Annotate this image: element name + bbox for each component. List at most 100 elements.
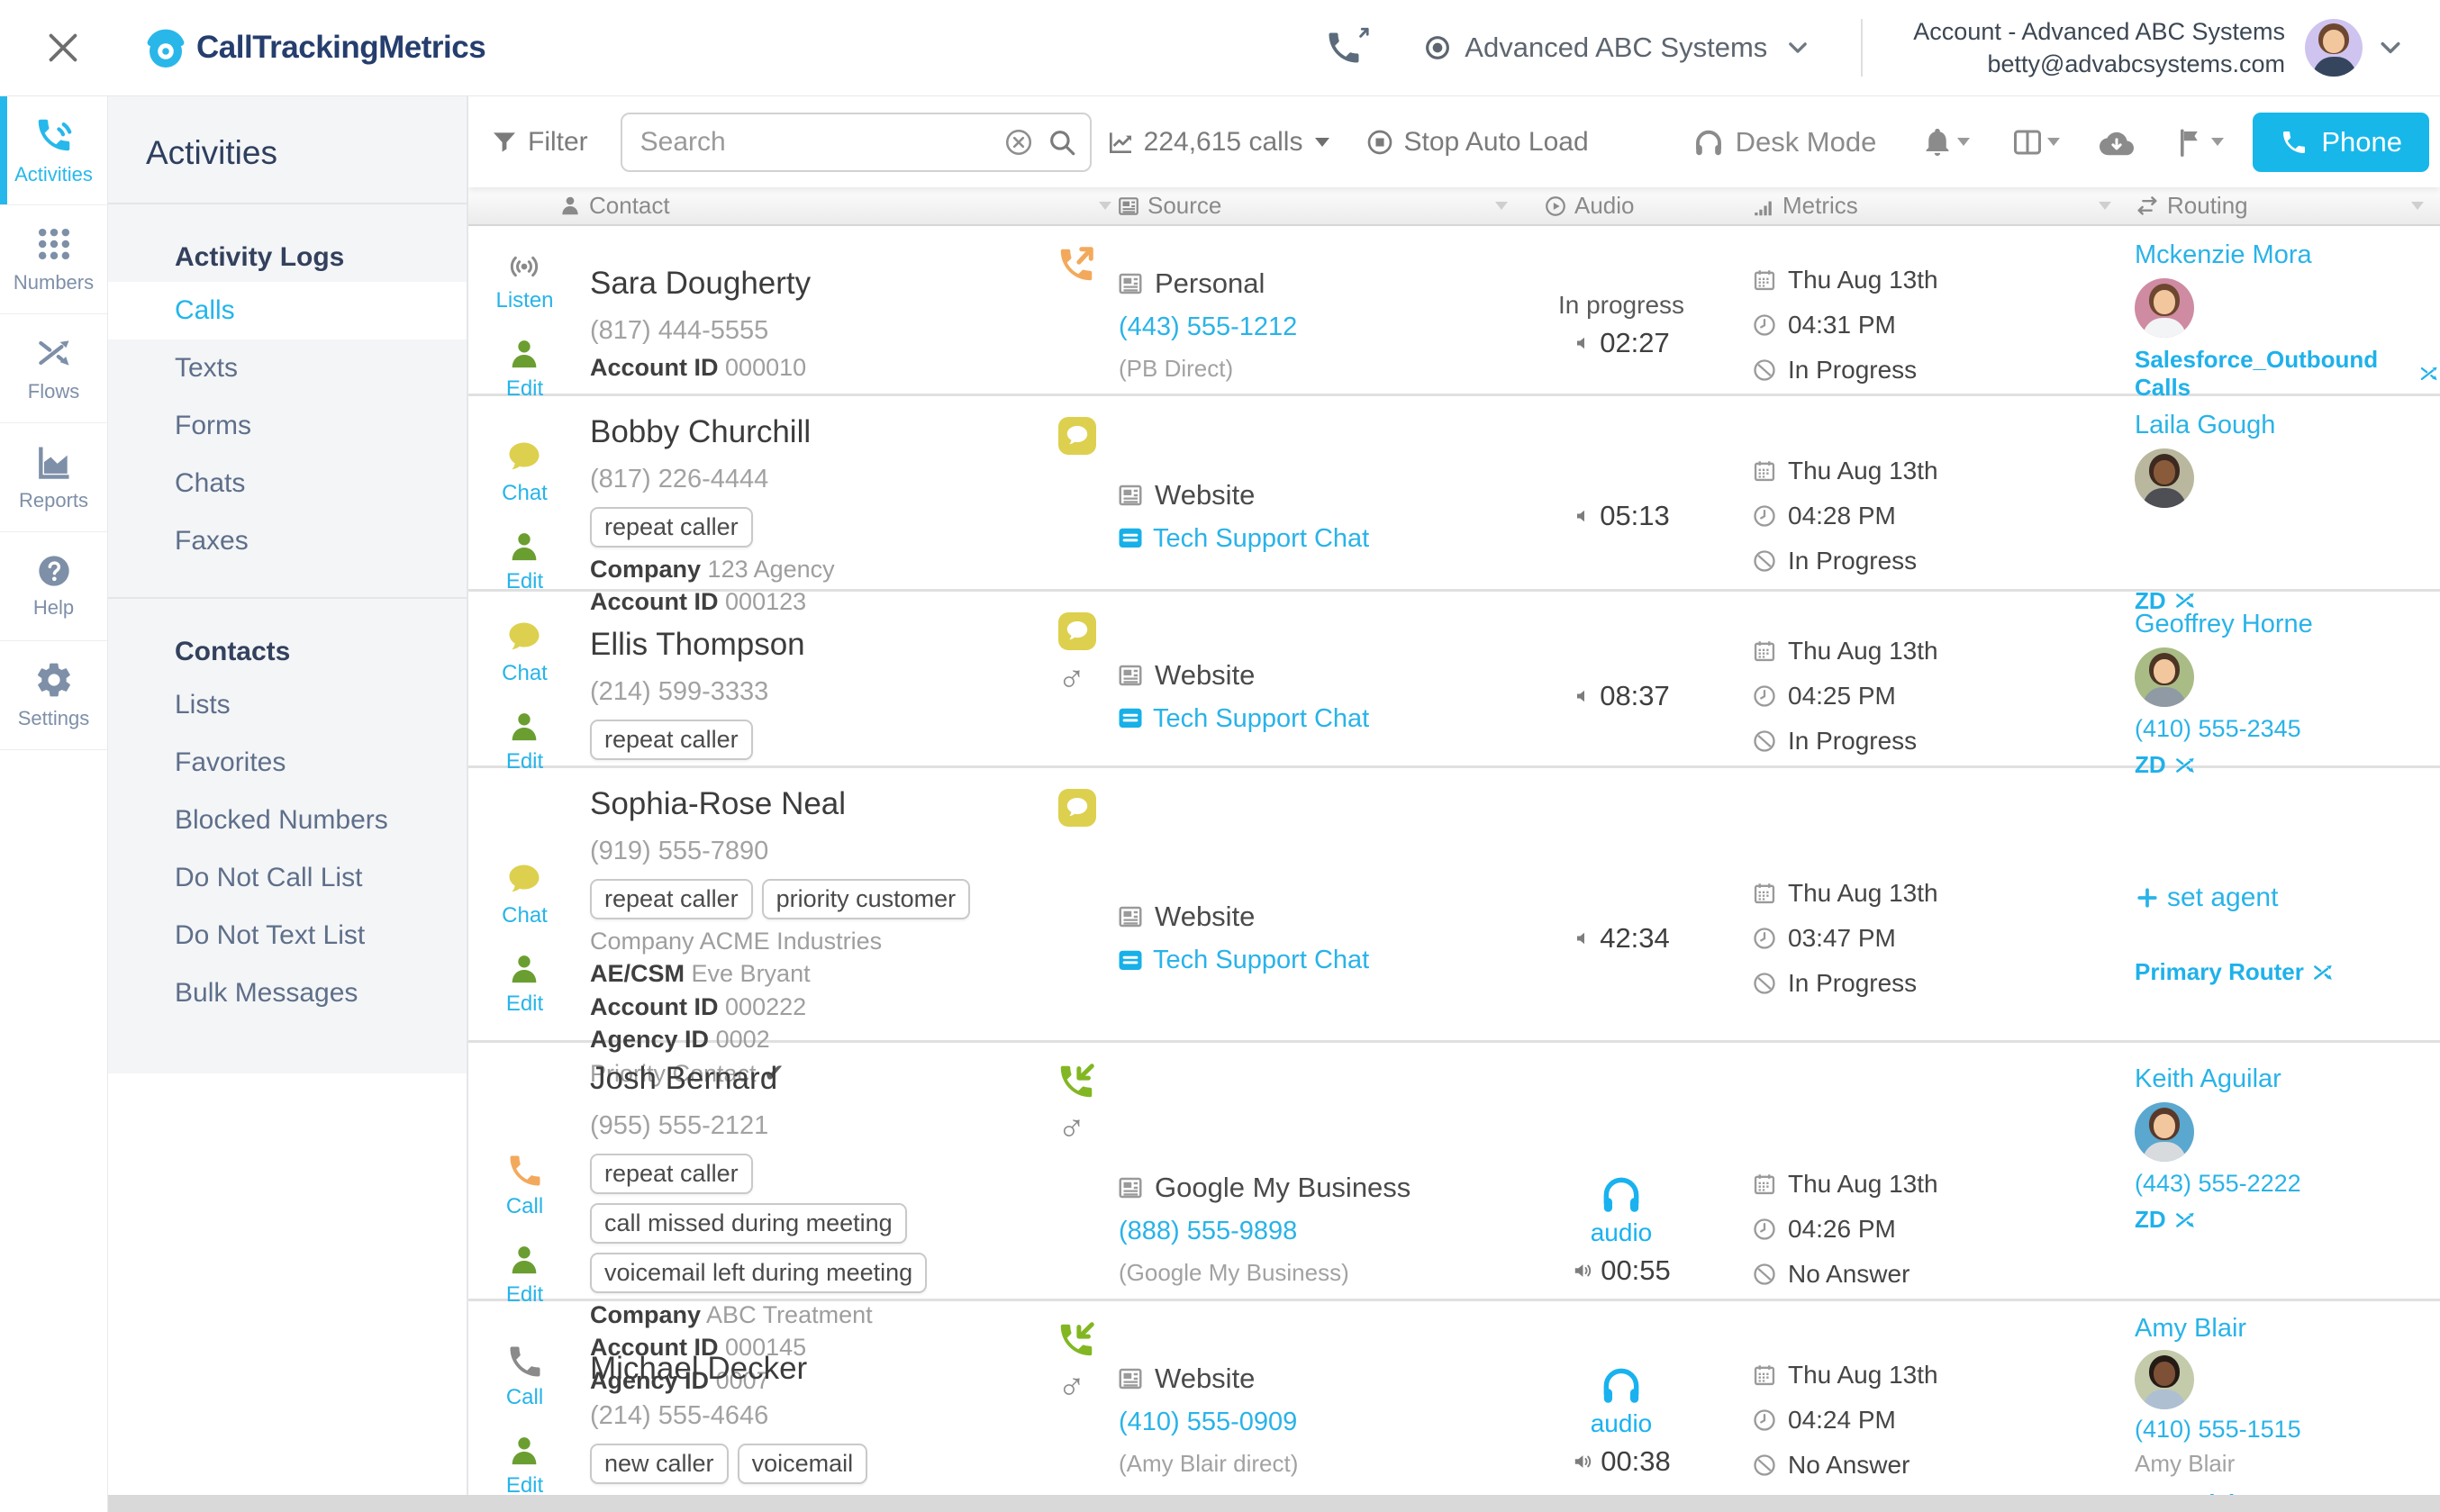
source-number-link[interactable]: (888) 555-9898 xyxy=(1119,1216,1298,1245)
export-button[interactable] xyxy=(2100,125,2134,159)
agent-phone-link[interactable]: (410) 555-2345 xyxy=(2135,715,2301,742)
column-header-routing[interactable]: Routing xyxy=(2117,187,2440,224)
chat-button[interactable]: Chat xyxy=(502,618,548,686)
sidebar-item-forms[interactable]: Forms xyxy=(175,411,251,440)
listen-button[interactable]: Listen xyxy=(495,249,554,313)
sidebar-item-chats[interactable]: Chats xyxy=(175,468,246,498)
agent-link[interactable]: Geoffrey Horne xyxy=(2135,610,2313,638)
contact-name[interactable]: Bobby Churchill xyxy=(590,414,812,449)
agent-phone-link[interactable]: (410) 555-1515 xyxy=(2135,1416,2301,1443)
clear-search-icon[interactable] xyxy=(1003,127,1034,158)
routing-plan-link[interactable]: ZD xyxy=(2135,587,2197,615)
filter-caret-icon[interactable] xyxy=(2099,202,2111,210)
column-header-source[interactable]: Source xyxy=(1117,187,1513,224)
source-number-link[interactable]: (443) 555-1212 xyxy=(1119,312,1298,341)
agent-phone-link[interactable]: (443) 555-2222 xyxy=(2135,1170,2301,1197)
search-icon[interactable] xyxy=(1047,127,1077,158)
sidebar-item-texts[interactable]: Texts xyxy=(175,353,239,383)
stop-auto-load-button[interactable]: Stop Auto Load xyxy=(1365,127,1589,158)
sidebar-item-do-not-text-list[interactable]: Do Not Text List xyxy=(175,920,366,950)
agent-avatar[interactable] xyxy=(2135,448,2194,508)
agent-link[interactable]: Laila Gough xyxy=(2135,411,2276,439)
agent-link[interactable]: Keith Aguilar xyxy=(2135,1064,2281,1093)
contact-name[interactable]: Michael Decker xyxy=(590,1351,808,1386)
audio-status: In progress xyxy=(1557,290,1685,319)
edit-contact-button[interactable]: Edit xyxy=(506,710,543,774)
desk-mode-button[interactable]: Desk Mode xyxy=(1692,126,1876,158)
sidebar-item-favorites[interactable]: Favorites xyxy=(175,747,286,777)
account-chevron-down-icon[interactable] xyxy=(2377,34,2404,61)
speaker-icon xyxy=(1573,928,1594,949)
chat-source-link[interactable]: Tech Support Chat xyxy=(1117,704,1504,734)
agent-avatar[interactable] xyxy=(2135,1350,2194,1409)
search-input[interactable] xyxy=(639,126,1003,158)
call-button[interactable]: Call xyxy=(505,1151,545,1219)
columns-button[interactable] xyxy=(2011,126,2061,158)
agent-avatar[interactable] xyxy=(2135,278,2194,338)
call-button[interactable]: Call xyxy=(505,1342,545,1410)
agent-link[interactable]: Amy Blair xyxy=(2135,1314,2247,1343)
edit-contact-button[interactable]: Edit xyxy=(506,1434,543,1495)
org-switcher[interactable]: Advanced ABC Systems xyxy=(1423,32,1810,64)
audio-player-link[interactable]: audio xyxy=(1591,1172,1652,1247)
contact-name[interactable]: Sophia-Rose Neal xyxy=(590,786,847,821)
shuffle-icon xyxy=(2173,1209,2197,1232)
routing-plan-link[interactable]: Amy Blair xyxy=(2135,1489,2274,1495)
chat-source-link[interactable]: Tech Support Chat xyxy=(1117,524,1504,554)
sidebar-item-calls[interactable]: Calls xyxy=(108,282,468,340)
edit-contact-button[interactable]: Edit xyxy=(506,1243,543,1308)
rail-item-numbers[interactable]: Numbers xyxy=(0,205,107,314)
rail-item-flows[interactable]: Flows xyxy=(0,314,107,423)
filter-caret-icon[interactable] xyxy=(1495,202,1508,210)
filter-button[interactable]: Filter xyxy=(490,127,588,158)
table-row: Listen Edit Sara Dougherty (817) 444-555… xyxy=(468,226,2440,401)
phone-button[interactable]: Phone xyxy=(2253,112,2429,172)
routing-plan-link[interactable]: ZD xyxy=(2135,751,2197,779)
agent-avatar[interactable] xyxy=(2135,647,2194,707)
edit-contact-button[interactable]: Edit xyxy=(506,952,543,1017)
chat-button[interactable]: Chat xyxy=(502,438,548,506)
chat-bubble-icon xyxy=(504,438,544,477)
chat-source-link[interactable]: Tech Support Chat xyxy=(1117,946,1504,975)
sidebar-item-faxes[interactable]: Faxes xyxy=(175,526,249,556)
column-header-contact[interactable]: Contact xyxy=(468,187,1117,224)
sidebar-item-blocked-numbers[interactable]: Blocked Numbers xyxy=(175,805,388,835)
routing-plan-link[interactable]: ZD xyxy=(2135,1206,2197,1234)
sidebar-item-bulk-messages[interactable]: Bulk Messages xyxy=(175,978,358,1008)
column-header-audio[interactable]: Audio xyxy=(1513,187,1729,224)
notifications-button[interactable] xyxy=(1921,126,1971,158)
contact-name[interactable]: Josh Bernard xyxy=(590,1061,778,1096)
shuffle-icon xyxy=(34,333,74,373)
edit-contact-button[interactable]: Edit xyxy=(506,530,543,594)
set-agent-link[interactable]: set agent xyxy=(2135,883,2278,913)
flag-button[interactable] xyxy=(2175,126,2225,158)
filter-caret-icon[interactable] xyxy=(2411,202,2424,210)
toolbar: Filter 224,615 calls Stop Auto Load Desk… xyxy=(468,96,2440,187)
contact-name[interactable]: Ellis Thompson xyxy=(590,627,805,662)
sidebar-item-lists[interactable]: Lists xyxy=(175,690,231,720)
rail-item-help[interactable]: Help xyxy=(0,532,107,641)
agent-avatar[interactable] xyxy=(2135,1102,2194,1162)
column-header-metrics[interactable]: Metrics xyxy=(1729,187,2117,224)
person-edit-icon xyxy=(506,710,542,746)
sidebar-item-do-not-call-list[interactable]: Do Not Call List xyxy=(175,863,363,892)
brand-logo[interactable]: CallTrackingMetrics xyxy=(144,24,486,71)
avatar[interactable] xyxy=(2305,19,2363,77)
calendar-icon xyxy=(1752,638,1777,664)
filter-caret-icon[interactable] xyxy=(1099,202,1111,210)
softphone-icon[interactable] xyxy=(1324,28,1371,68)
agent-link[interactable]: Mckenzie Mora xyxy=(2135,240,2312,269)
source-number-link[interactable]: (410) 555-0909 xyxy=(1119,1408,1298,1436)
rail-item-settings[interactable]: Settings xyxy=(0,641,107,750)
close-icon[interactable] xyxy=(38,23,88,73)
horizontal-scrollbar[interactable] xyxy=(108,1495,2440,1512)
routing-plan-link[interactable]: Primary Router xyxy=(2135,958,2335,986)
chat-button[interactable]: Chat xyxy=(502,860,548,928)
edit-contact-button[interactable]: Edit xyxy=(506,337,543,402)
rail-item-activities[interactable]: Activities xyxy=(0,96,107,205)
routing-plan-link[interactable]: Salesforce_Outbound Calls xyxy=(2135,346,2440,402)
calls-count-dropdown[interactable]: 224,615 calls xyxy=(1106,127,1330,158)
audio-player-link[interactable]: audio xyxy=(1591,1363,1652,1438)
rail-item-reports[interactable]: Reports xyxy=(0,423,107,532)
contact-name[interactable]: Sara Dougherty xyxy=(590,265,812,301)
